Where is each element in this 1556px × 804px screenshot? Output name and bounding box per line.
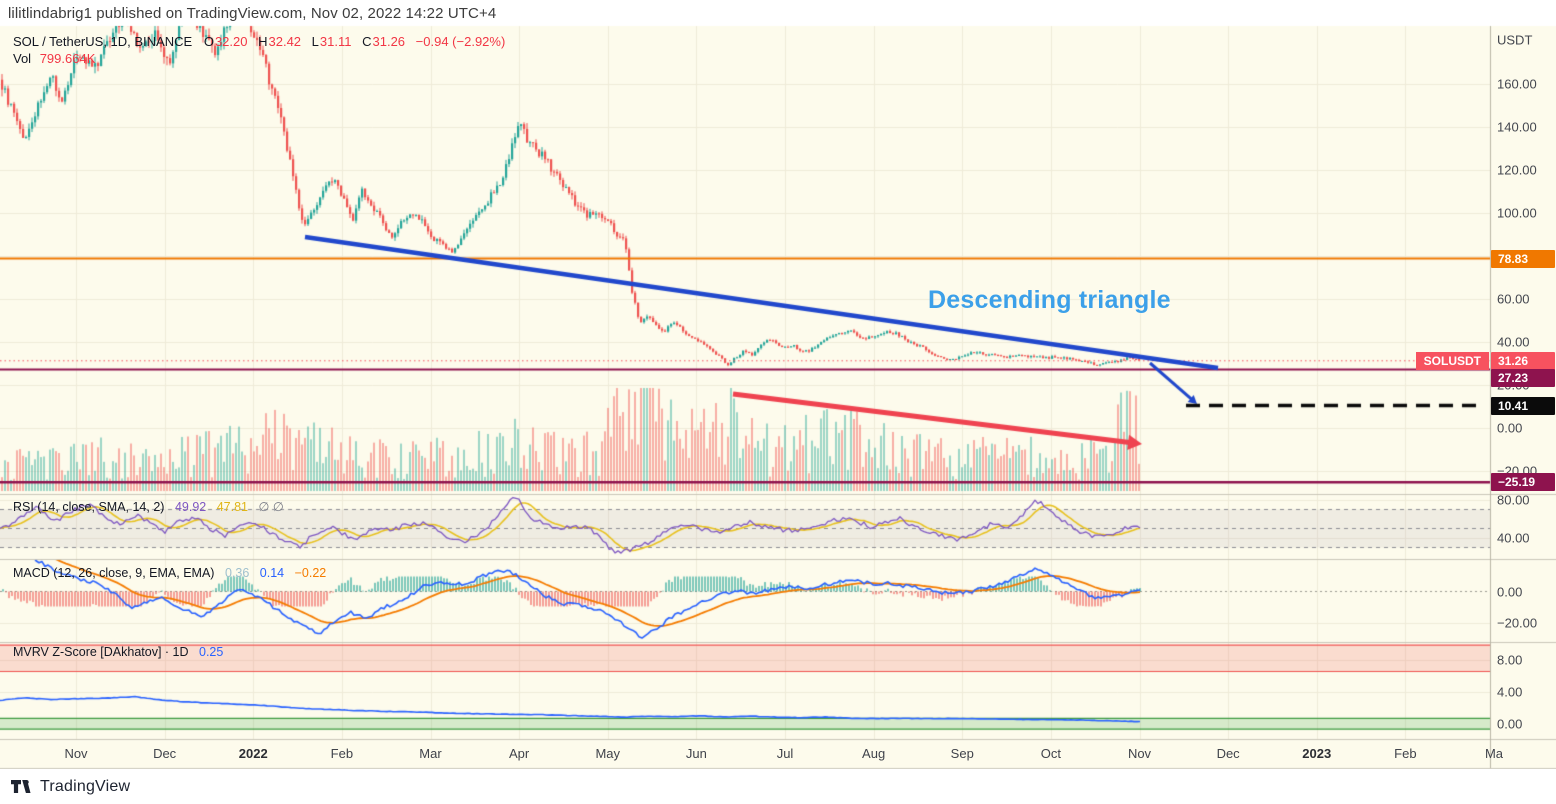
time-axis-label: Sep: [950, 746, 974, 761]
price-axis-tick: 160.00: [1497, 76, 1537, 92]
time-axis-label: Ma: [1484, 746, 1504, 761]
volume-value: 799.664K: [39, 51, 96, 66]
time-axis-label: Mar: [419, 746, 442, 761]
ohlc-high-value: 32.42: [268, 34, 302, 49]
macd-axis-tick: −20.00: [1497, 615, 1538, 631]
price-axis-badge: 78.83: [1491, 249, 1555, 268]
mvrv-value: 0.25: [199, 645, 224, 659]
rsi-axis-tick: 80.00: [1497, 492, 1530, 508]
attribution-text: lilitlindabrig1 published on TradingView…: [8, 5, 497, 22]
mvrv-axis-tick: 0.00: [1497, 716, 1523, 731]
descending-triangle-annotation: Descending triangle: [928, 286, 1171, 314]
time-axis-label: Oct: [1040, 746, 1061, 761]
rsi-hidden-values: ∅ ∅: [258, 500, 284, 514]
price-axis[interactable]: USDT 160.00 140.00 120.00 100.00 60.00 40.00 2…: [1490, 26, 1556, 768]
time-axis-label: 2022: [238, 746, 268, 761]
rsi-legend[interactable]: RSI (14, close, SMA, 14, 2) 49.92 47.81 …: [13, 499, 284, 514]
macd-axis-tick: 0.00: [1497, 584, 1523, 599]
price-axis-tick: 40.00: [1497, 334, 1530, 350]
macd-legend[interactable]: MACD (12, 26, close, 9, EMA, EMA) 0.36 0…: [13, 566, 326, 580]
ohlc-low-value: 31.11: [319, 34, 352, 49]
price-axis-badge: 31.26: [1491, 351, 1555, 370]
time-axis-label: Feb: [1394, 746, 1417, 761]
volume-label: Vol: [13, 51, 32, 66]
ohlc-close-value: 31.26: [372, 34, 406, 49]
macd-hist-value: 0.36: [224, 566, 250, 580]
price-axis-tick: 60.00: [1497, 291, 1530, 307]
ohlc-open-value: 32.20: [214, 34, 248, 49]
time-axis-label: 2023: [1302, 746, 1332, 761]
time-axis-label: Apr: [509, 746, 530, 761]
rsi-label: RSI (14, close, SMA, 14, 2): [13, 500, 165, 514]
macd-signal-value: −0.22: [294, 566, 327, 580]
rsi-sma-value: 47.81: [216, 500, 248, 514]
time-axis-label: May: [595, 746, 621, 761]
symbol-price-tag: SOLUSDT: [1415, 351, 1489, 370]
symbol-legend[interactable]: SOL / TetherUS, 1D, BINANCE O32.20 H32.4…: [13, 34, 505, 49]
time-axis-label: Nov: [64, 746, 88, 761]
high-label: H: [258, 34, 268, 49]
open-label: O: [203, 34, 214, 49]
tradingview-logo-icon[interactable]: [10, 777, 33, 796]
change-value: −0.94 (−2.92%): [415, 34, 506, 49]
macd-line-value: 0.14: [259, 566, 285, 580]
time-axis-label: Dec: [153, 746, 177, 761]
low-label: L: [311, 34, 319, 49]
footer-bar: TradingView: [0, 769, 1556, 804]
price-axis-tick: 100.00: [1497, 205, 1537, 221]
macd-label: MACD (12, 26, close, 9, EMA, EMA): [13, 566, 215, 580]
mvrv-legend[interactable]: MVRV Z-Score [DAkhatov] · 1D 0.25: [13, 645, 223, 659]
mvrv-label: MVRV Z-Score [DAkhatov] · 1D: [13, 645, 189, 659]
symbol-title: SOL / TetherUS, 1D, BINANCE: [13, 34, 193, 49]
close-label: C: [362, 34, 372, 49]
price-axis-badge: 27.23: [1491, 368, 1555, 387]
time-axis-label: Feb: [330, 746, 354, 761]
footer-brand-text[interactable]: TradingView: [40, 777, 131, 795]
rsi-axis-tick: 40.00: [1497, 530, 1530, 546]
time-axis-label: Dec: [1216, 746, 1240, 761]
price-axis-tick: 120.00: [1497, 162, 1537, 178]
price-axis-tick: 0.00: [1497, 420, 1523, 436]
price-axis-badge: −25.19: [1491, 473, 1555, 492]
time-axis-label: Jun: [685, 746, 707, 761]
time-axis-label: Jul: [776, 746, 794, 761]
price-axis-unit: USDT: [1497, 32, 1533, 48]
time-axis[interactable]: Nov Dec 2022 Feb Mar Apr May Jun Jul Aug Sep Oct Nov…: [0, 740, 1556, 768]
mvrv-axis-tick: 4.00: [1497, 684, 1523, 699]
mvrv-axis-tick: 8.00: [1497, 652, 1523, 667]
rsi-value: 49.92: [174, 500, 207, 514]
time-axis-label: Aug: [862, 746, 886, 761]
price-axis-badge: 10.41: [1491, 396, 1555, 415]
volume-legend[interactable]: Vol 799.664K: [13, 51, 95, 66]
price-axis-tick: 140.00: [1497, 119, 1537, 135]
time-axis-label: Nov: [1127, 746, 1152, 761]
